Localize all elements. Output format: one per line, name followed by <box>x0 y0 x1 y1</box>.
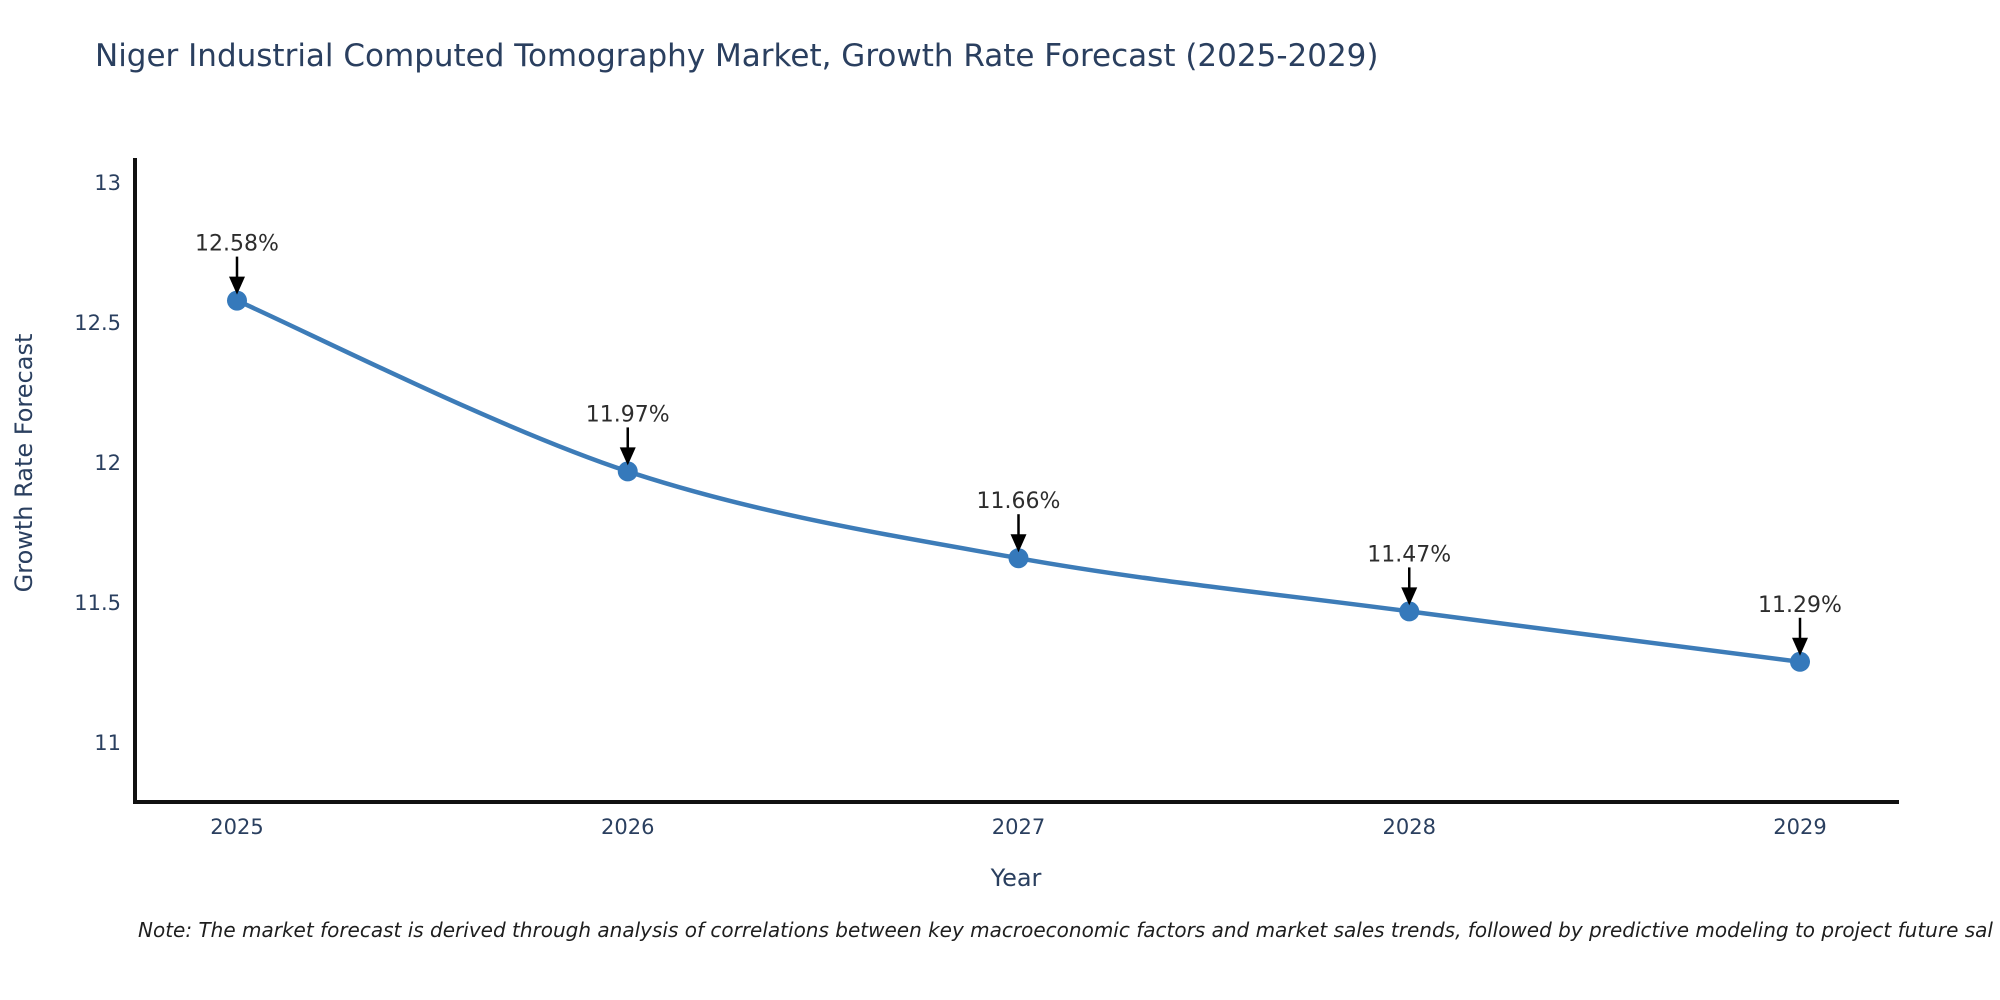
annotation-arrowhead-icon <box>1792 637 1808 656</box>
y-axis-title: Growth Rate Forecast <box>10 334 38 593</box>
x-tick-label: 2026 <box>601 815 654 839</box>
x-tick-label: 2029 <box>1773 815 1826 839</box>
footnote: Note: The market forecast is derived thr… <box>138 918 1993 942</box>
point-annotation-label: 11.66% <box>977 489 1061 514</box>
annotation-arrowhead-icon <box>619 447 636 466</box>
y-tick-label: 11 <box>94 731 121 755</box>
y-tick-label: 12.5 <box>74 311 121 335</box>
data-point-marker <box>1790 651 1810 672</box>
point-annotation-label: 11.97% <box>586 402 670 427</box>
annotation-arrowhead-icon <box>229 276 245 295</box>
point-annotation-label: 11.47% <box>1367 542 1451 567</box>
y-tick-label: 11.5 <box>74 591 121 615</box>
point-annotation-label: 11.29% <box>1758 593 1842 618</box>
x-tick-label: 2025 <box>210 815 263 839</box>
point-annotation-label: 12.58% <box>195 232 279 257</box>
y-tick-label: 13 <box>94 171 121 195</box>
annotation-arrowhead-icon <box>1010 534 1027 553</box>
data-point-marker <box>1008 548 1029 569</box>
chart-title: Niger Industrial Computed Tomography Mar… <box>95 38 1379 74</box>
data-point-marker <box>617 461 638 482</box>
data-point-marker <box>227 290 247 311</box>
trend-line <box>234 298 1803 665</box>
x-axis-title: Year <box>990 864 1042 892</box>
x-tick-label: 2028 <box>1383 815 1436 839</box>
annotation-arrowhead-icon <box>1401 587 1418 606</box>
data-point-marker <box>1399 601 1420 622</box>
y-tick-label: 12 <box>94 451 121 475</box>
x-tick-label: 2027 <box>992 815 1045 839</box>
